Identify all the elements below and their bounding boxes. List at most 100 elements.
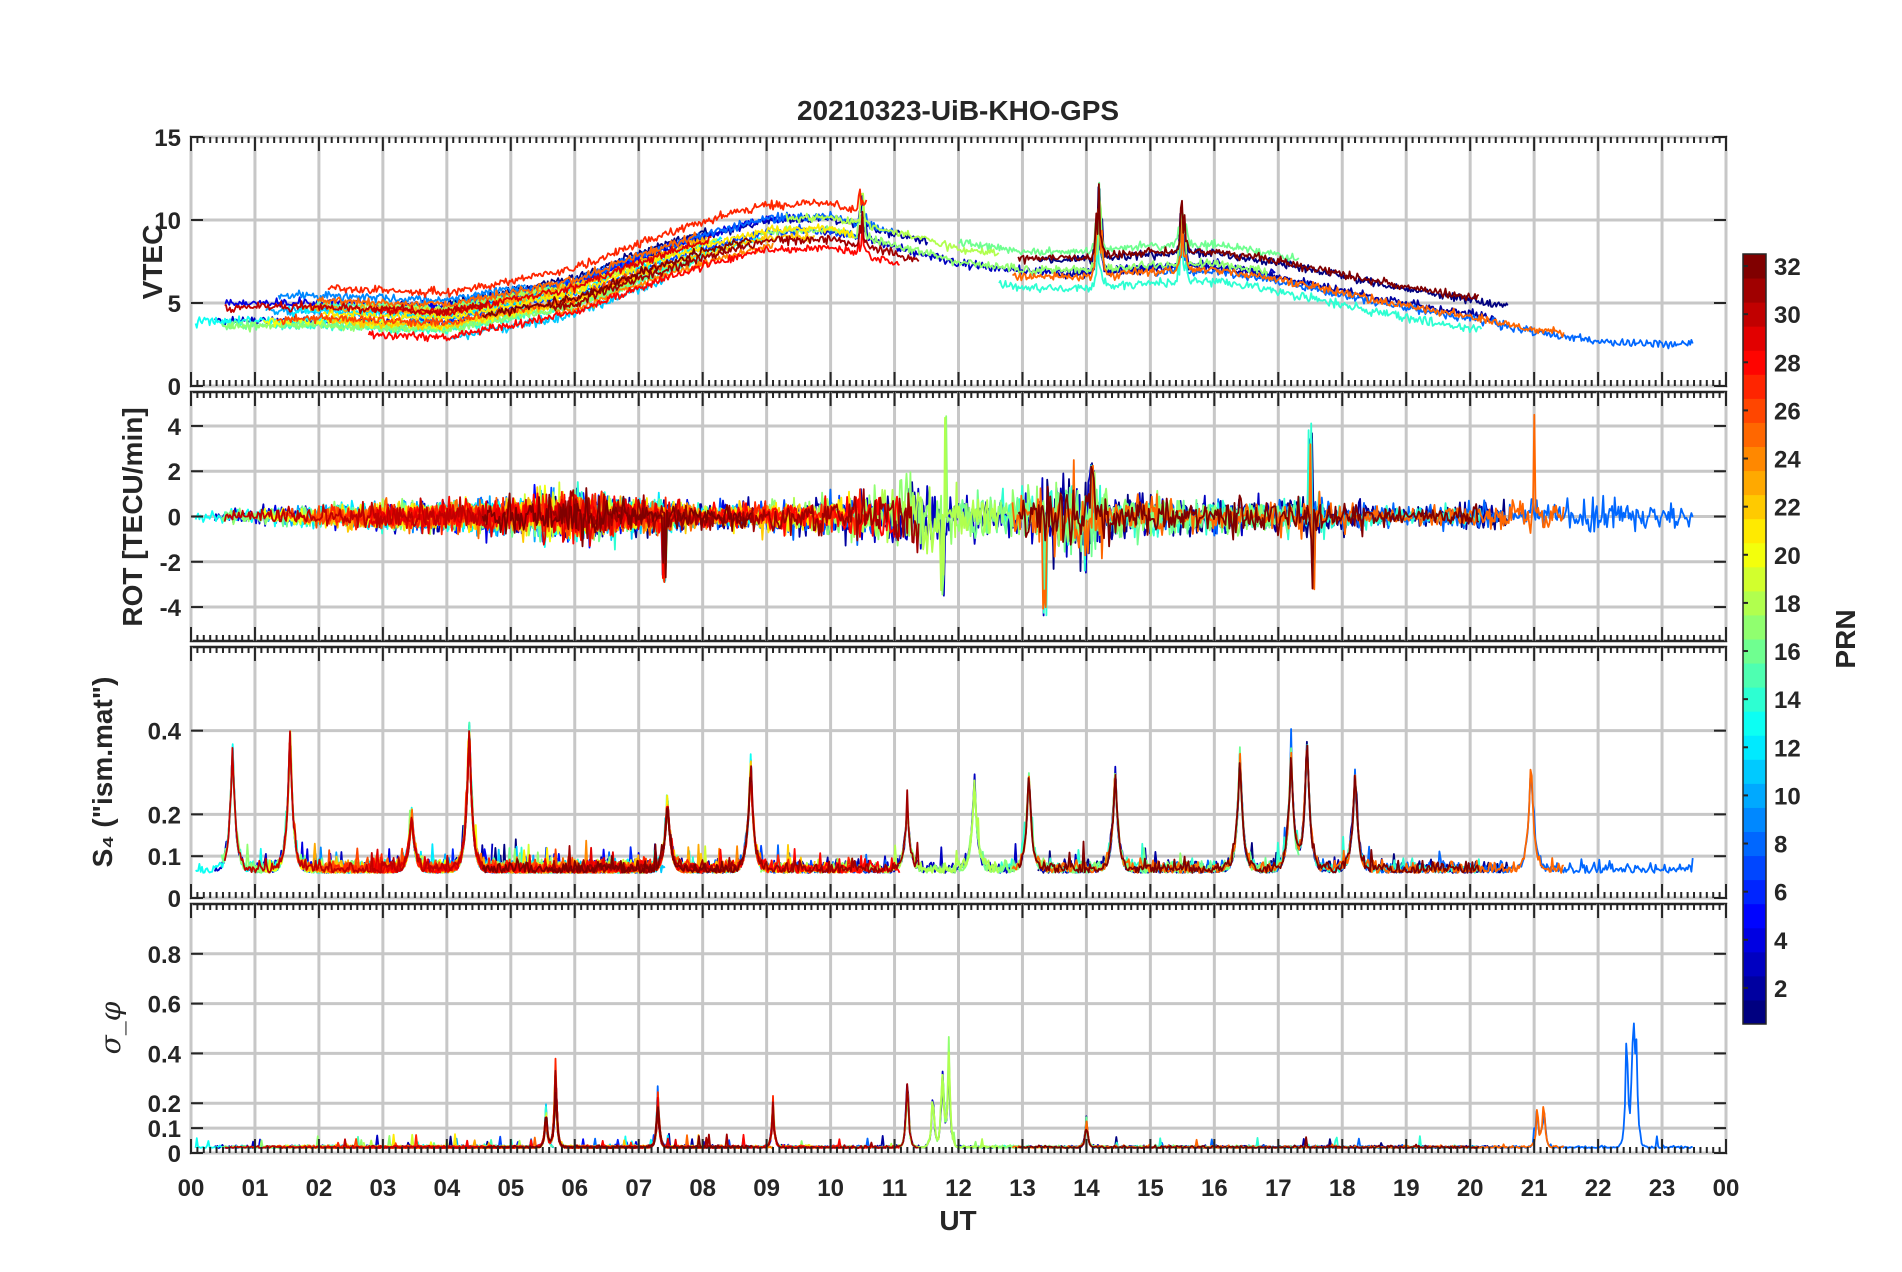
series-line-prn-32 — [482, 1092, 752, 1149]
x-tick-label: 15 — [1137, 1175, 1164, 1202]
colorbar-tick-label: 10 — [1774, 783, 1801, 810]
panel-s4-ylabel: S₄ ("ism.mat") — [87, 677, 118, 868]
colorbar-block — [1743, 735, 1766, 760]
y-tick-label: 0 — [168, 505, 181, 532]
colorbar-tick-label: 22 — [1774, 495, 1801, 522]
series-line-prn-32 — [481, 776, 753, 874]
colorbar-tick-label: 32 — [1774, 254, 1801, 281]
x-tick-label: 05 — [497, 1175, 524, 1202]
y-tick-label: 0 — [168, 886, 181, 913]
colorbar-tick-label: 20 — [1774, 543, 1801, 570]
panel-vtec: 0 5 10 15 VTEC — [137, 125, 1728, 401]
series-line-prn-30 — [223, 496, 488, 529]
series-line-prn-27 — [327, 188, 868, 299]
series-line-prn-18 — [785, 192, 1000, 257]
colorbar-tick-label: 4 — [1774, 928, 1788, 955]
y-tick-label: 2 — [168, 459, 181, 486]
y-tick-label: 0.6 — [148, 992, 181, 1019]
x-tick-label: 02 — [306, 1175, 333, 1202]
panel-s4-ticks — [190, 647, 1727, 899]
series-line-prn-26 — [276, 260, 677, 328]
x-tick-label: 04 — [433, 1175, 460, 1202]
colorbar-label: PRN — [1830, 609, 1861, 668]
colorbar-tick-label: 30 — [1774, 302, 1801, 329]
colorbar-block — [1743, 807, 1766, 832]
colorbar-block — [1743, 639, 1766, 664]
y-tick-label: 0.1 — [148, 1116, 181, 1143]
colorbar-block — [1743, 975, 1766, 1001]
chart-title: 20210323-UiB-KHO-GPS — [797, 95, 1119, 126]
colorbar-block — [1743, 446, 1766, 472]
colorbar-block — [1743, 759, 1766, 784]
colorbar-tick-label: 14 — [1774, 687, 1801, 714]
colorbar-block — [1743, 278, 1766, 303]
x-tick-label: 06 — [561, 1175, 588, 1202]
x-tick-label: 17 — [1265, 1175, 1292, 1202]
y-tick-label: -2 — [160, 550, 181, 577]
panel-rot-y-tick-labels: -4 -2 0 2 4 — [160, 414, 182, 622]
y-tick-label: 0.2 — [148, 802, 181, 829]
x-tick-labels: 00 01 02 03 04 05 06 07 08 09 10 11 12 13 14 15 16 17 18 19… — [178, 1175, 1740, 1202]
y-tick-label: 0.2 — [148, 1091, 181, 1118]
colorbar-tick-label: 12 — [1774, 735, 1801, 762]
x-minor-ticks — [196, 647, 1721, 898]
colorbar-block — [1743, 518, 1766, 544]
colorbar-frame — [1742, 253, 1767, 1025]
colorbar-block — [1743, 903, 1766, 929]
y-tick-label: -4 — [160, 595, 182, 622]
y-tick-label: 0.1 — [148, 844, 181, 871]
x-minor-ticks — [196, 904, 1721, 1153]
colorbar-block — [1743, 350, 1766, 375]
panel-sigma-phi-ylabel: σ_φ — [94, 1001, 127, 1054]
colorbar-block — [1743, 494, 1766, 520]
colorbar-block — [1743, 614, 1766, 640]
x-axis-label: UT — [939, 1205, 976, 1236]
colorbar-block — [1743, 663, 1766, 688]
colorbar-block — [1743, 302, 1766, 327]
colorbar-tick-label: 28 — [1774, 350, 1801, 377]
y-tick-label: 0.4 — [148, 719, 182, 746]
series-line-prn-32 — [1017, 744, 1480, 874]
panel-vtec-ticks — [190, 136, 1727, 387]
colorbar-block — [1743, 687, 1766, 712]
colorbar-block — [1743, 374, 1766, 399]
series-line-prn-30 — [224, 1138, 488, 1149]
x-tick-label: 21 — [1521, 1175, 1548, 1202]
colorbar-tick-label: 2 — [1774, 976, 1787, 1003]
colorbar-block — [1743, 951, 1766, 977]
x-tick-label: 08 — [689, 1175, 716, 1202]
series-line-prn-14 — [998, 229, 1483, 333]
series-line-prn-16 — [958, 181, 1300, 262]
colorbar-block — [1743, 398, 1766, 423]
y-tick-label: 5 — [168, 291, 181, 318]
series-line-prn-30 — [224, 300, 488, 317]
colorbar-tick-label: 26 — [1774, 398, 1801, 425]
panel-rot-ylabel: ROT [TECU/min] — [117, 407, 148, 626]
x-tick-label: 01 — [242, 1175, 269, 1202]
colorbar-block — [1743, 542, 1766, 568]
series-line-prn-32 — [481, 487, 753, 579]
panel-sigma-phi-ticks — [190, 904, 1727, 1154]
colorbar-block — [1743, 879, 1766, 905]
colorbar-block — [1743, 422, 1766, 447]
panel-sigma-phi: 00.10.2 0.4 0.6 0.8 σ_φ — [94, 902, 1728, 1168]
x-tick-label: 12 — [945, 1175, 972, 1202]
colorbar-block — [1743, 711, 1766, 736]
x-tick-label: 16 — [1201, 1175, 1228, 1202]
x-tick-label: 19 — [1393, 1175, 1420, 1202]
series-line-prn-32 — [1017, 183, 1480, 302]
x-tick-label: 14 — [1073, 1175, 1100, 1202]
series-line-prn-11 — [450, 275, 666, 341]
colorbar-block — [1743, 999, 1766, 1025]
y-tick-label: 0 — [168, 1141, 181, 1168]
series-line-prn-32 — [1017, 465, 1480, 590]
colorbar-block — [1743, 590, 1766, 616]
series-line-prn-28 — [367, 224, 900, 343]
y-tick-label: 10 — [154, 208, 181, 235]
panel-sigma-phi-y-tick-labels: 00.10.2 0.4 0.6 0.8 — [148, 942, 182, 1168]
panel-rot-ticks — [190, 392, 1727, 641]
panel-s4-series — [195, 721, 1694, 874]
colorbar-tick-label: 6 — [1774, 880, 1787, 907]
